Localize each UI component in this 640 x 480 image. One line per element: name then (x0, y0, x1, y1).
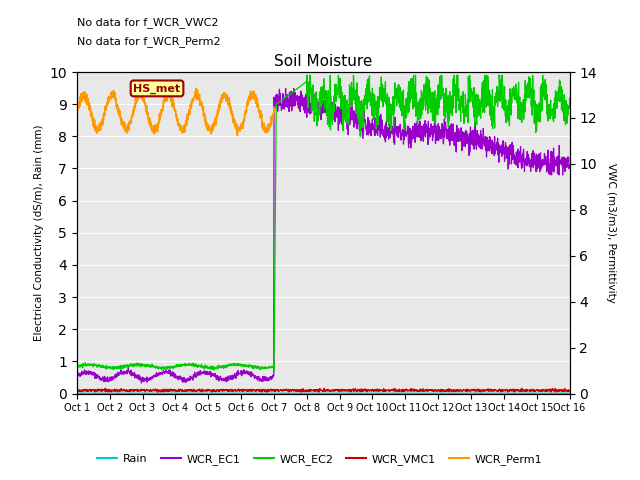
Text: No data for f_WCR_VWC2: No data for f_WCR_VWC2 (77, 17, 218, 27)
Text: No data for f_WCR_Perm2: No data for f_WCR_Perm2 (77, 36, 220, 47)
Legend: Rain, WCR_EC1, WCR_EC2, WCR_VMC1, WCR_Perm1: Rain, WCR_EC1, WCR_EC2, WCR_VMC1, WCR_Pe… (93, 450, 547, 469)
Title: Soil Moisture: Soil Moisture (274, 54, 372, 70)
Y-axis label: VWC (m3/m3), Permittivity: VWC (m3/m3), Permittivity (606, 163, 616, 303)
Text: HS_met: HS_met (134, 83, 180, 94)
Y-axis label: Electrical Conductivity (dS/m), Rain (mm): Electrical Conductivity (dS/m), Rain (mm… (34, 124, 44, 341)
